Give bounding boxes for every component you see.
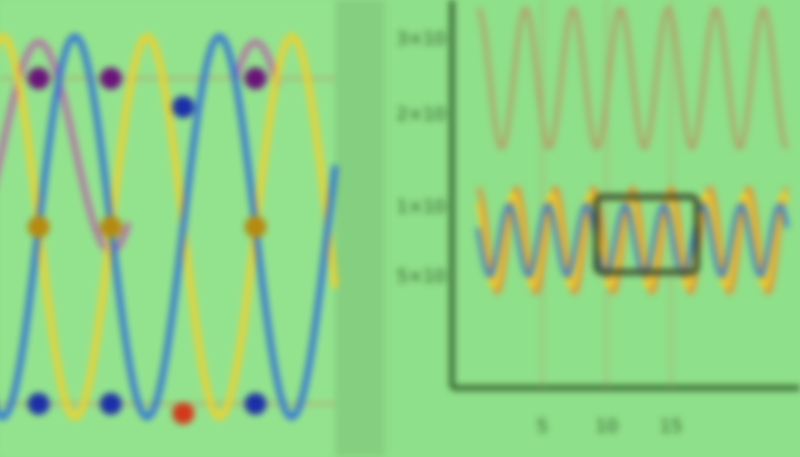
right-series-yellow xyxy=(475,191,790,289)
right-annotation-box xyxy=(593,193,700,276)
panel-divider xyxy=(335,0,385,457)
left-marker-4 xyxy=(99,215,122,238)
left-marker-9 xyxy=(172,95,195,118)
right-xtick-label-1: 10 xyxy=(595,416,618,437)
left-marker-8 xyxy=(244,392,267,415)
left-series-yellow xyxy=(0,33,338,421)
left-series-blue xyxy=(0,33,338,421)
left-panel-background xyxy=(0,0,335,457)
left-marker-10 xyxy=(172,402,195,425)
right-series-blue xyxy=(475,203,790,278)
right-ytick-label-2: 1×10 xyxy=(397,197,446,218)
left-marker-1 xyxy=(99,67,122,90)
left-marker-5 xyxy=(244,215,267,238)
right-ytick-label-1: 2×10 xyxy=(397,104,446,125)
left-chart xyxy=(0,33,338,425)
right-xtick-label-0: 5 xyxy=(536,416,547,437)
left-marker-0 xyxy=(27,67,50,90)
right-chart: 3×10 2×10 1×10 5×10 5 10 15 xyxy=(397,0,800,437)
right-xtick-label-2: 15 xyxy=(660,416,683,437)
right-ytick-label-0: 3×10 xyxy=(397,29,446,50)
right-series-gridline xyxy=(476,6,789,150)
left-marker-6 xyxy=(27,392,50,415)
right-ytick-label-3: 5×10 xyxy=(397,266,446,287)
left-marker-3 xyxy=(27,215,50,238)
right-series-orange xyxy=(476,186,789,295)
left-marker-7 xyxy=(99,392,122,415)
left-marker-2 xyxy=(244,67,267,90)
